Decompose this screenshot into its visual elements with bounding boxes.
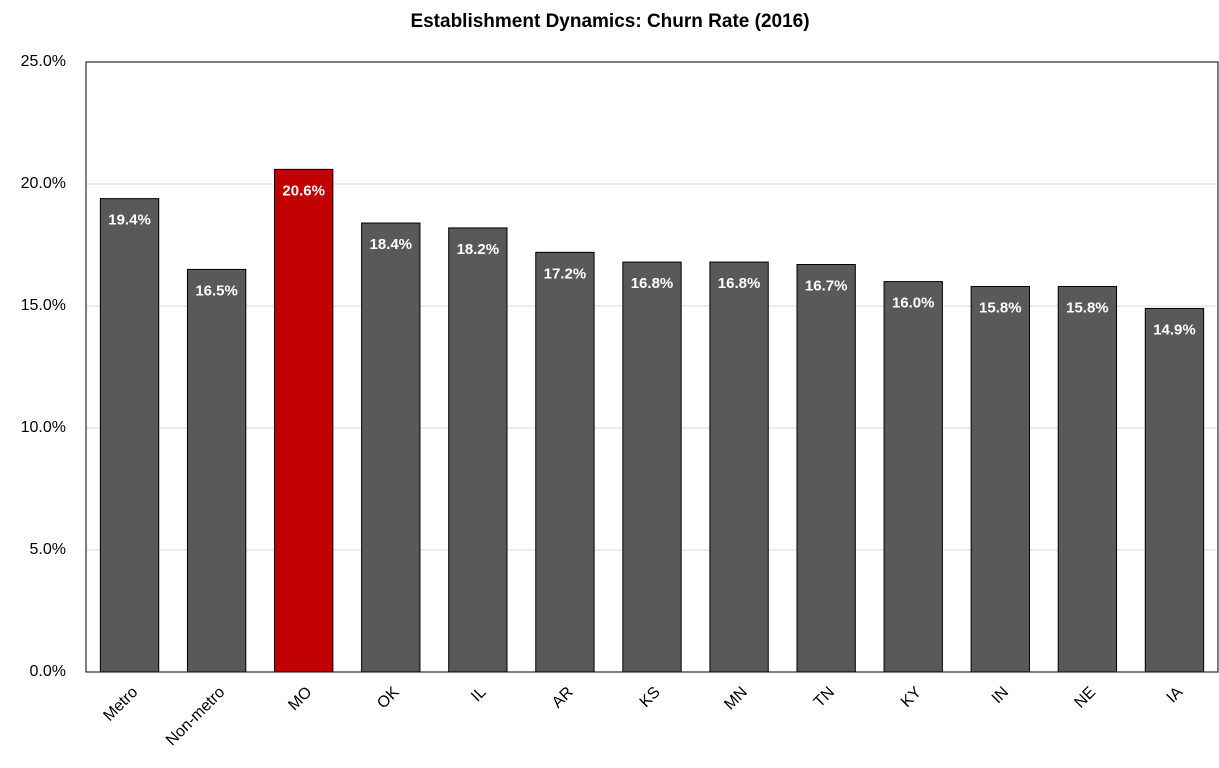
bar: [448, 227, 508, 673]
x-tick-label: MN: [721, 684, 751, 714]
bar: [274, 168, 334, 673]
x-tick-label: IN: [989, 684, 1012, 707]
x-tick-label: IL: [468, 684, 490, 706]
x-tick-label: MO: [285, 684, 315, 714]
data-label: 15.8%: [979, 299, 1022, 316]
data-label: 17.2%: [544, 265, 587, 282]
data-label: 18.4%: [369, 236, 412, 253]
x-tick-label: NE: [1071, 684, 1099, 712]
x-tick-label: TN: [811, 684, 838, 711]
y-tick-label: 10.0%: [21, 419, 66, 436]
bar: [186, 268, 247, 673]
bar: [709, 261, 769, 673]
data-label: 18.2%: [457, 241, 500, 258]
data-label: 20.6%: [282, 182, 325, 199]
x-tick-label: IA: [1164, 684, 1187, 707]
data-label: 16.8%: [631, 275, 674, 292]
data-label: 15.8%: [1066, 299, 1109, 316]
data-label: 16.7%: [805, 277, 848, 294]
y-tick-label: 20.0%: [21, 175, 66, 192]
x-tick-label: Metro: [100, 684, 141, 725]
bar: [361, 222, 421, 673]
bar: [1057, 285, 1118, 673]
y-tick-label: 0.0%: [30, 663, 66, 680]
data-label: 16.0%: [892, 295, 935, 312]
data-label: 16.8%: [718, 275, 761, 292]
bar: [535, 251, 595, 673]
bar: [970, 285, 1030, 673]
bar: [883, 281, 943, 673]
data-label: 14.9%: [1153, 321, 1196, 338]
bar: [1144, 307, 1205, 673]
bar: [622, 261, 682, 673]
data-label: 19.4%: [108, 212, 151, 229]
y-tick-label: 5.0%: [30, 541, 66, 558]
x-tick-label: OK: [374, 684, 403, 713]
x-tick-label: KY: [898, 684, 925, 711]
x-tick-label: Non-metro: [163, 684, 229, 750]
y-tick-label: 25.0%: [21, 53, 66, 70]
bar: [99, 198, 160, 673]
x-tick-label: KS: [637, 684, 664, 711]
chart-title: Establishment Dynamics: Churn Rate (2016…: [410, 11, 809, 32]
bar: [796, 264, 856, 673]
y-tick-label: 15.0%: [21, 297, 66, 314]
data-label: 16.5%: [195, 282, 238, 299]
x-tick-label: AR: [549, 684, 577, 712]
